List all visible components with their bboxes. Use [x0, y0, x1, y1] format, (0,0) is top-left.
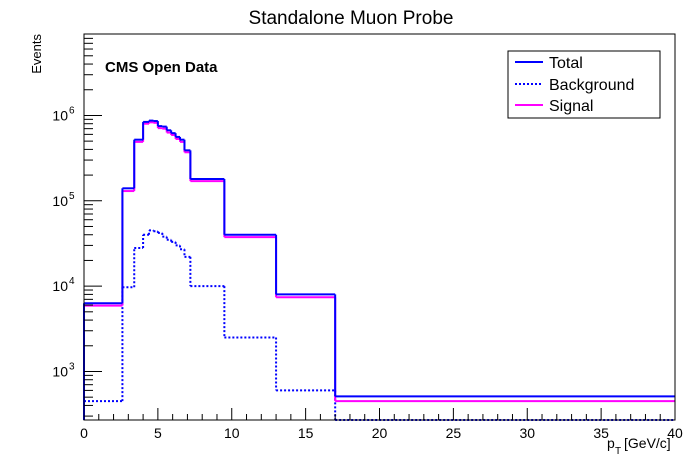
x-tick-label: 0	[80, 425, 88, 441]
y-tick-exponent: 3	[69, 361, 75, 372]
legend-label-total: Total	[549, 55, 583, 72]
legend: Total Background Signal	[507, 50, 661, 119]
x-tick-label: 10	[224, 425, 240, 441]
y-tick-exponent: 6	[69, 105, 75, 116]
plot-area	[83, 33, 676, 421]
x-axis: 0 5 10 15 20 25 30 35 40	[80, 408, 683, 441]
x-tick-label: 40	[667, 425, 683, 441]
y-axis-label: Events	[29, 34, 44, 74]
x-axis-label-main: p	[607, 435, 615, 451]
y-tick-label: 10	[52, 193, 68, 209]
y-tick-exponent: 4	[69, 276, 75, 287]
x-tick-label: 15	[298, 425, 314, 441]
x-tick-label: 30	[519, 425, 535, 441]
legend-label-signal: Signal	[549, 98, 593, 115]
cms-open-data-label: CMS Open Data	[105, 59, 218, 76]
y-tick-label: 10	[52, 278, 68, 294]
x-tick-label: 25	[446, 425, 462, 441]
x-axis-label-sub: T	[615, 446, 621, 457]
series-total	[83, 119, 675, 420]
x-axis-label: p T [GeV/c]	[607, 435, 671, 457]
y-tick-exponent: 5	[69, 191, 75, 202]
legend-label-background: Background	[549, 77, 634, 94]
x-tick-label: 20	[372, 425, 388, 441]
x-tick-label: 5	[154, 425, 162, 441]
x-axis-label-unit: [GeV/c]	[624, 435, 671, 451]
x-tick-label: 35	[593, 425, 609, 441]
chart-title: Standalone Muon Probe	[249, 8, 454, 29]
y-tick-label: 10	[52, 363, 68, 379]
y-tick-label: 10	[52, 107, 68, 123]
